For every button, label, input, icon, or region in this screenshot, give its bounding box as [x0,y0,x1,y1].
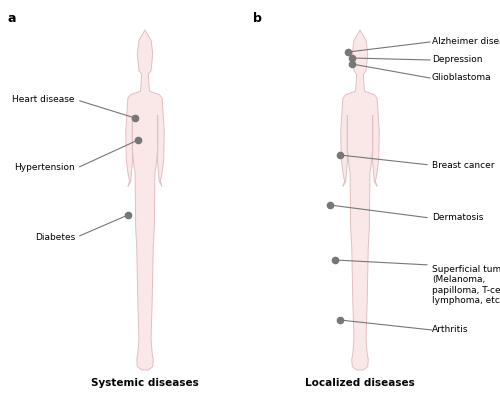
Text: Heart disease: Heart disease [12,96,75,104]
Text: Hypertension: Hypertension [14,164,75,173]
Text: Dermatosis: Dermatosis [432,214,484,222]
Text: b: b [253,12,262,25]
Text: Alzheimer disease: Alzheimer disease [432,37,500,46]
Text: Arthritis: Arthritis [432,326,469,335]
Text: Breast cancer: Breast cancer [432,160,494,170]
Text: Glioblastoma: Glioblastoma [432,73,492,83]
Text: Depression: Depression [432,56,482,64]
Text: Localized diseases: Localized diseases [305,378,415,388]
Polygon shape [341,30,380,370]
Polygon shape [126,30,164,370]
Text: Diabetes: Diabetes [35,233,75,241]
Text: Superficial tumors
(Melanoma,
papilloma, T-cell
lymphoma, etc.): Superficial tumors (Melanoma, papilloma,… [432,265,500,305]
Text: Systemic diseases: Systemic diseases [91,378,199,388]
Text: a: a [8,12,16,25]
